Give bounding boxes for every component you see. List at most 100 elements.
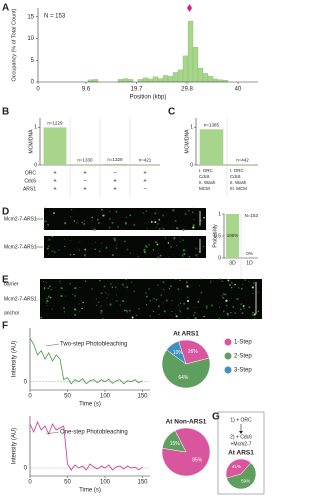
fluorescent-spot (116, 294, 118, 296)
x-tick-label: 150 (137, 480, 148, 486)
condition: I. ORC (199, 168, 214, 173)
fluorescent-spot (242, 305, 245, 307)
histogram-bar (142, 77, 149, 83)
fluorescent-spot (163, 288, 165, 291)
fluorescent-spot (48, 254, 50, 255)
histogram-bar (172, 72, 179, 83)
fluorescent-spot (159, 254, 162, 257)
bar (73, 164, 97, 165)
value-label: 100% (227, 233, 239, 238)
condition: Cdc6 (230, 174, 241, 179)
y-tick-label: 1 (190, 125, 193, 131)
image-label: barrier (4, 281, 19, 287)
fluorescent-spot (81, 221, 83, 224)
fluorescent-spot (232, 306, 235, 309)
fluorescent-spot (44, 220, 47, 223)
fluorescent-spot (100, 292, 103, 295)
condition: MCM (199, 186, 210, 191)
x-tick-label: 0 (28, 480, 32, 486)
fluorescent-spot (203, 216, 205, 219)
fluorescent-spot (163, 310, 166, 313)
fluorescent-spot (182, 253, 184, 255)
x-tick-label: 0 (28, 394, 32, 400)
fluorescent-spot (98, 250, 101, 253)
fluorescent-spot (115, 210, 118, 213)
fluorescent-spot (168, 256, 169, 258)
fluorescent-spot (152, 249, 154, 251)
pie-slice (226, 462, 257, 490)
fluorescent-spot (49, 210, 51, 212)
fluorescent-spot (79, 310, 81, 313)
fluorescent-spot (100, 243, 102, 245)
fluorescent-spot (224, 293, 227, 296)
fluorescent-spot (193, 311, 196, 314)
fluorescent-spot (148, 287, 151, 290)
row-label: ARS1 (23, 186, 36, 192)
fluorescent-spot (129, 214, 132, 217)
histogram-bar (192, 47, 199, 83)
histogram-bar (157, 78, 164, 83)
fluorescent-spot (45, 257, 47, 259)
fluorescent-spot (111, 254, 114, 257)
fluorescent-spot (117, 226, 120, 228)
bar (43, 127, 67, 165)
fluorescent-spot (169, 284, 173, 288)
panel-g-box (217, 411, 265, 495)
fluorescent-spot (179, 279, 181, 282)
fluorescent-spot (257, 291, 259, 293)
fluorescent-spot (133, 290, 136, 292)
legend-label: 2-Step (234, 354, 252, 360)
fluorescent-spot (167, 242, 170, 244)
fluorescent-spot (81, 307, 83, 310)
fluorescent-spot (124, 222, 127, 225)
histogram-bar (92, 79, 99, 83)
x-tick-label: 100 (100, 480, 111, 486)
fluorescent-spot (181, 254, 184, 257)
bar-label: n=1329 (107, 157, 123, 162)
fluorescent-spot (46, 281, 48, 283)
histogram-bar (182, 55, 189, 83)
bar-label: n=1229 (47, 121, 63, 126)
fluorescent-spot (165, 299, 168, 302)
fluorescent-spot (261, 318, 263, 320)
fluorescent-spot (145, 295, 148, 298)
legend-swatch (224, 366, 232, 374)
condition: + (53, 179, 57, 185)
fluorescent-spot (71, 293, 74, 296)
fluorescent-spot (65, 295, 67, 297)
fluorescent-spot (186, 285, 189, 288)
fluorescent-spot (197, 300, 200, 303)
fluorescent-spot (53, 251, 56, 253)
fluorescent-spot (146, 227, 148, 229)
fluorescent-spot (192, 226, 195, 229)
fluorescent-spot (69, 253, 72, 256)
fluorescent-spot (154, 221, 157, 224)
fluorescent-spot (47, 295, 50, 298)
fluorescent-spot (78, 249, 81, 251)
fluorescent-spot (126, 248, 129, 251)
fluorescent-spot (192, 207, 194, 209)
fluorescent-spot (157, 284, 159, 287)
fluorescent-spot (172, 253, 174, 255)
condition: II. Wash (230, 180, 247, 185)
fluorescent-spot (102, 317, 104, 319)
fluorescent-spot (50, 288, 53, 291)
fluorescent-spot (198, 285, 201, 287)
fluorescent-spot (46, 247, 49, 250)
slice-label: 10% (173, 350, 184, 356)
y-tick-label: 5 (31, 58, 35, 64)
fluorescent-spot (182, 228, 185, 232)
fluorescent-spot (183, 303, 185, 305)
fluorescent-spot (192, 224, 195, 227)
fluorescent-spot (113, 239, 116, 242)
slice-label: 26% (188, 349, 199, 355)
fluorescent-spot (155, 227, 157, 229)
fluorescent-spot (49, 296, 52, 299)
bar-label: n=442 (236, 157, 249, 162)
fluorescent-spot (58, 249, 60, 251)
fluorescent-spot (156, 211, 158, 213)
legend-label: 1-Step (234, 340, 252, 346)
fluorescent-spot (73, 220, 75, 222)
fluorescent-spot (137, 256, 139, 258)
intensity-trace (29, 420, 143, 471)
